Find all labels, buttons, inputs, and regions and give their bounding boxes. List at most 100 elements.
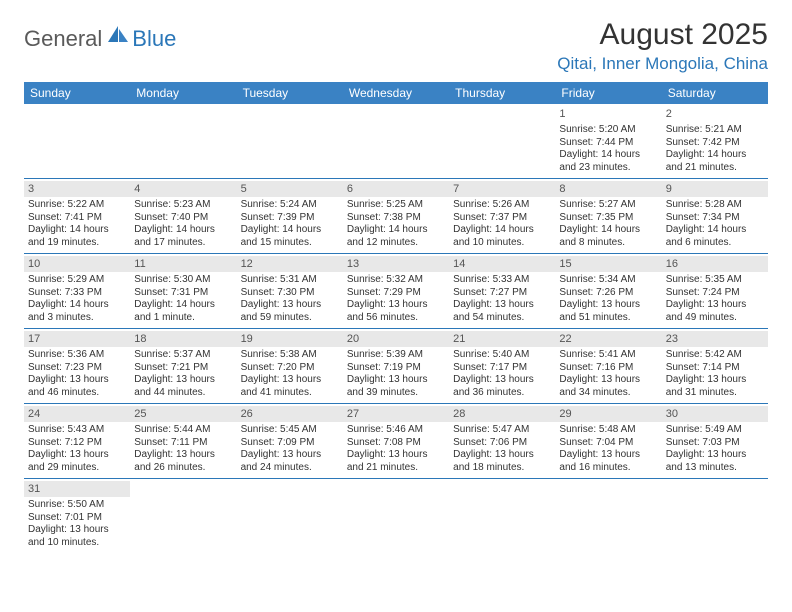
- day-number-row: 13: [343, 256, 449, 272]
- day-cell: 6Sunrise: 5:25 AMSunset: 7:38 PMDaylight…: [343, 179, 449, 253]
- day-number-row: 21: [449, 331, 555, 347]
- sunrise-text: Sunrise: 5:27 AM: [559, 199, 657, 212]
- day-number: 1: [559, 108, 657, 120]
- sunrise-text: Sunrise: 5:42 AM: [666, 349, 764, 362]
- sunrise-text: Sunrise: 5:24 AM: [241, 199, 339, 212]
- day-cell: 26Sunrise: 5:45 AMSunset: 7:09 PMDayligh…: [237, 404, 343, 478]
- day-number-row: 6: [343, 181, 449, 197]
- daylight-text: Daylight: 13 hours and 56 minutes.: [347, 299, 445, 324]
- sunset-text: Sunset: 7:23 PM: [28, 362, 126, 375]
- sunrise-text: Sunrise: 5:49 AM: [666, 424, 764, 437]
- sunrise-text: Sunrise: 5:29 AM: [28, 274, 126, 287]
- daylight-text: Daylight: 14 hours and 23 minutes.: [559, 149, 657, 174]
- day-header-thursday: Thursday: [449, 82, 555, 104]
- daylight-text: Daylight: 13 hours and 21 minutes.: [347, 449, 445, 474]
- day-number: 18: [134, 333, 232, 345]
- day-number-row: 2: [662, 106, 768, 122]
- sunset-text: Sunset: 7:11 PM: [134, 437, 232, 450]
- day-number: 20: [347, 333, 445, 345]
- day-header-tuesday: Tuesday: [237, 82, 343, 104]
- sunrise-text: Sunrise: 5:30 AM: [134, 274, 232, 287]
- day-number-row: 28: [449, 406, 555, 422]
- daylight-text: Daylight: 13 hours and 41 minutes.: [241, 374, 339, 399]
- week-row: 31Sunrise: 5:50 AMSunset: 7:01 PMDayligh…: [24, 479, 768, 553]
- daylight-text: Daylight: 13 hours and 16 minutes.: [559, 449, 657, 474]
- day-cell: 7Sunrise: 5:26 AMSunset: 7:37 PMDaylight…: [449, 179, 555, 253]
- daylight-text: Daylight: 14 hours and 3 minutes.: [28, 299, 126, 324]
- day-number: 16: [666, 258, 764, 270]
- daylight-text: Daylight: 14 hours and 1 minute.: [134, 299, 232, 324]
- day-number-row: 22: [555, 331, 661, 347]
- day-number-row: 31: [24, 481, 130, 497]
- sunset-text: Sunset: 7:39 PM: [241, 212, 339, 225]
- sunset-text: Sunset: 7:08 PM: [347, 437, 445, 450]
- day-number-row: 24: [24, 406, 130, 422]
- day-number: 3: [28, 183, 126, 195]
- day-cell: 11 Sunrise: 5:30 AMSunset: 7:31 PMDayligh…: [130, 254, 236, 328]
- logo-text-blue: Blue: [132, 26, 176, 52]
- day-number: 10: [28, 258, 126, 270]
- sunset-text: Sunset: 7:16 PM: [559, 362, 657, 375]
- sunset-text: Sunset: 7:21 PM: [134, 362, 232, 375]
- day-number-row: 15: [555, 256, 661, 272]
- day-cell: [130, 479, 236, 553]
- day-number: 2: [666, 108, 764, 120]
- logo-text-general: General: [24, 26, 102, 52]
- day-number: 22: [559, 333, 657, 345]
- sunrise-text: Sunrise: 5:43 AM: [28, 424, 126, 437]
- sunset-text: Sunset: 7:19 PM: [347, 362, 445, 375]
- sail-icon: [106, 24, 130, 44]
- day-number-row: 10: [24, 256, 130, 272]
- sunset-text: Sunset: 7:20 PM: [241, 362, 339, 375]
- sunrise-text: Sunrise: 5:26 AM: [453, 199, 551, 212]
- sunrise-text: Sunrise: 5:50 AM: [28, 499, 126, 512]
- sunset-text: Sunset: 7:06 PM: [453, 437, 551, 450]
- day-number-row: 9: [662, 181, 768, 197]
- sunrise-text: Sunrise: 5:34 AM: [559, 274, 657, 287]
- daylight-text: Daylight: 14 hours and 10 minutes.: [453, 224, 551, 249]
- sunrise-text: Sunrise: 5:35 AM: [666, 274, 764, 287]
- weeks-container: 1Sunrise: 5:20 AMSunset: 7:44 PMDaylight…: [24, 104, 768, 553]
- day-cell: [237, 104, 343, 178]
- day-number-row: 18: [130, 331, 236, 347]
- daylight-text: Daylight: 13 hours and 31 minutes.: [666, 374, 764, 399]
- sunrise-text: Sunrise: 5:33 AM: [453, 274, 551, 287]
- day-cell: 30Sunrise: 5:49 AMSunset: 7:03 PMDayligh…: [662, 404, 768, 478]
- day-cell: 13Sunrise: 5:32 AMSunset: 7:29 PMDayligh…: [343, 254, 449, 328]
- day-cell: 29Sunrise: 5:48 AMSunset: 7:04 PMDayligh…: [555, 404, 661, 478]
- sunrise-text: Sunrise: 5:31 AM: [241, 274, 339, 287]
- daylight-text: Daylight: 13 hours and 24 minutes.: [241, 449, 339, 474]
- day-number-row: 23: [662, 331, 768, 347]
- daylight-text: Daylight: 13 hours and 29 minutes.: [28, 449, 126, 474]
- sunrise-text: Sunrise: 5:25 AM: [347, 199, 445, 212]
- day-header-wednesday: Wednesday: [343, 82, 449, 104]
- daylight-text: Daylight: 14 hours and 19 minutes.: [28, 224, 126, 249]
- sunset-text: Sunset: 7:31 PM: [134, 287, 232, 300]
- sunset-text: Sunset: 7:12 PM: [28, 437, 126, 450]
- sunset-text: Sunset: 7:44 PM: [559, 137, 657, 150]
- day-number: 24: [28, 408, 126, 420]
- day-number: 11: [134, 258, 232, 270]
- day-cell: 22Sunrise: 5:41 AMSunset: 7:16 PMDayligh…: [555, 329, 661, 403]
- day-number: 13: [347, 258, 445, 270]
- day-cell: 19Sunrise: 5:38 AMSunset: 7:20 PMDayligh…: [237, 329, 343, 403]
- daylight-text: Daylight: 13 hours and 59 minutes.: [241, 299, 339, 324]
- day-cell: 5Sunrise: 5:24 AMSunset: 7:39 PMDaylight…: [237, 179, 343, 253]
- daylight-text: Daylight: 14 hours and 12 minutes.: [347, 224, 445, 249]
- week-row: 3Sunrise: 5:22 AMSunset: 7:41 PMDaylight…: [24, 179, 768, 254]
- daylight-text: Daylight: 13 hours and 54 minutes.: [453, 299, 551, 324]
- day-cell: 24 Sunrise: 5:43 AMSunset: 7:12 PMDayligh…: [24, 404, 130, 478]
- page-header: General Blue August 2025 Qitai, Inner Mo…: [24, 18, 768, 74]
- day-number: 17: [28, 333, 126, 345]
- sunset-text: Sunset: 7:03 PM: [666, 437, 764, 450]
- sunrise-text: Sunrise: 5:23 AM: [134, 199, 232, 212]
- week-row: 1Sunrise: 5:20 AMSunset: 7:44 PMDaylight…: [24, 104, 768, 179]
- day-header-friday: Friday: [555, 82, 661, 104]
- sunrise-text: Sunrise: 5:36 AM: [28, 349, 126, 362]
- day-cell: [343, 479, 449, 553]
- day-number-row: 11: [130, 256, 236, 272]
- sunrise-text: Sunrise: 5:40 AM: [453, 349, 551, 362]
- day-number: 28: [453, 408, 551, 420]
- day-number: 4: [134, 183, 232, 195]
- sunrise-text: Sunrise: 5:41 AM: [559, 349, 657, 362]
